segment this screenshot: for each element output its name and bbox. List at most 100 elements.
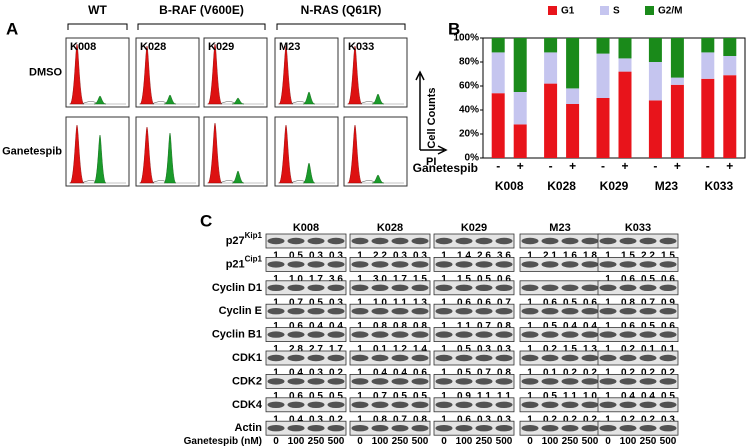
band [659, 354, 677, 362]
band [351, 401, 369, 408]
band [521, 354, 539, 362]
band [435, 331, 453, 338]
x-tick-label: - [601, 159, 605, 173]
blot-strip [349, 303, 431, 319]
x-axis-label: PI [426, 156, 436, 168]
band [599, 354, 617, 362]
density-value: 0.8 [497, 368, 511, 379]
blot-strip [265, 233, 347, 249]
band [495, 425, 513, 432]
dose-label: 100 [620, 436, 637, 446]
density-value: 1.7 [309, 274, 323, 285]
blot-strip [265, 280, 347, 296]
band [307, 378, 325, 385]
density-value: 0.6 [583, 297, 597, 308]
density-value: 0.5 [393, 391, 407, 402]
dose-label: 250 [476, 436, 493, 446]
density-value: 0.4 [309, 321, 323, 332]
bar-segment [723, 56, 737, 76]
density-value: 2.2 [373, 251, 387, 262]
density-value: 1.5 [563, 344, 577, 355]
band [659, 378, 677, 385]
density-value: 1 [273, 391, 279, 402]
dose-label: 250 [308, 436, 325, 446]
density-value: 1 [527, 368, 533, 379]
band [371, 308, 389, 315]
band [599, 401, 617, 408]
bar-segment [648, 62, 662, 101]
density-value: 1 [441, 297, 447, 308]
density-value: 0.3 [477, 414, 491, 425]
band [639, 378, 657, 385]
band [495, 284, 513, 291]
density-value: 0.5 [543, 321, 557, 332]
density-value: 1 [357, 391, 363, 402]
band [391, 425, 409, 432]
blot-strip [597, 327, 679, 343]
bar-segment [544, 52, 558, 84]
band [475, 331, 493, 338]
blot-strip [597, 420, 679, 436]
density-value: 0.7 [289, 297, 303, 308]
band [267, 237, 285, 245]
density-value: 0.8 [413, 414, 427, 425]
band [391, 237, 409, 245]
protein-label: p21Cip1 [226, 255, 263, 271]
band [327, 378, 345, 385]
band [435, 308, 453, 315]
band [619, 354, 637, 362]
density-value: 0.8 [393, 321, 407, 332]
protein-name: p27 [226, 235, 245, 247]
density-value: 0.1 [641, 344, 655, 355]
density-value: 0.6 [621, 274, 635, 285]
bar-segment [723, 38, 737, 56]
density-value: 1 [441, 321, 447, 332]
band [541, 261, 559, 268]
band [411, 354, 429, 362]
band [659, 401, 677, 408]
density-value: 0.5 [413, 391, 427, 402]
density-value: 0.9 [457, 391, 471, 402]
density-value: 1 [605, 274, 611, 285]
band [475, 284, 493, 291]
band [327, 237, 345, 245]
band [581, 237, 599, 245]
band [495, 308, 513, 315]
density-value: 1 [527, 414, 533, 425]
protein-superscript: Cip1 [245, 255, 263, 264]
density-value: 0.6 [661, 321, 675, 332]
cell-line-label: M23 [549, 222, 570, 234]
x-tick-label: - [653, 159, 657, 173]
band [411, 284, 429, 291]
band [267, 261, 285, 268]
density-value: 0.6 [477, 297, 491, 308]
density-value: 1 [441, 368, 447, 379]
bar-segment [701, 52, 715, 79]
density-value: 0.3 [309, 414, 323, 425]
band [561, 425, 579, 432]
density-value: 1 [357, 297, 363, 308]
group-label: N-RAS (Q61R) [301, 3, 382, 17]
x-tick-label: + [674, 159, 681, 173]
density-value: 0.6 [661, 274, 675, 285]
density-value: 1 [527, 251, 533, 262]
band [541, 308, 559, 315]
density-value: 0.3 [329, 297, 343, 308]
g1-peak [207, 122, 223, 184]
band [391, 331, 409, 338]
band [287, 261, 305, 268]
dose-label: 0 [527, 436, 533, 446]
x-tick-label: + [569, 159, 576, 173]
bar-segment [491, 93, 505, 158]
group-label: K029 [600, 179, 629, 193]
blot-strip [349, 373, 431, 389]
dose-label: 250 [640, 436, 657, 446]
band [371, 425, 389, 432]
bar-segment [618, 58, 632, 72]
protein-superscript: Kip1 [245, 231, 263, 240]
band [659, 261, 677, 268]
density-value: 0.2 [621, 344, 635, 355]
g1-peak [139, 126, 155, 184]
band [435, 237, 453, 245]
band [411, 308, 429, 315]
